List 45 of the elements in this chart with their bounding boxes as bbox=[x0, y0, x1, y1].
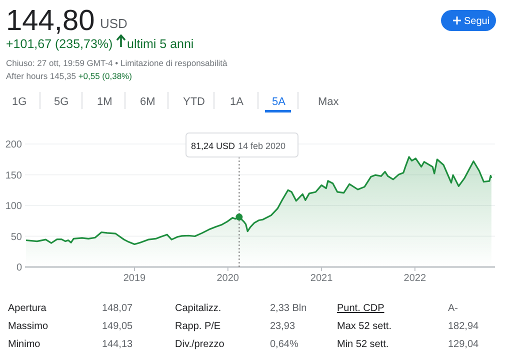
text: +101,67 (235,73%) bbox=[6, 37, 113, 51]
y-tick-label: 50 bbox=[10, 232, 22, 243]
text: 0,64% bbox=[270, 339, 298, 350]
text: 5A bbox=[272, 96, 286, 108]
text: Segui bbox=[464, 16, 490, 27]
chart-title: 144,80 bbox=[6, 5, 95, 37]
text: Chiuso: 27 ott, 19:59 GMT-4 • Limitazione di responsabilità bbox=[6, 58, 228, 68]
y-tick-label: 150 bbox=[5, 170, 22, 182]
y-tick-label: 100 bbox=[5, 201, 22, 212]
text: 1M bbox=[97, 96, 112, 108]
text: Apertura bbox=[8, 303, 47, 314]
text: ultimi 5 anni bbox=[127, 37, 194, 51]
x-tick-label: 2021 bbox=[310, 273, 334, 284]
text: Max bbox=[318, 96, 340, 108]
annotation: 14 feb 2020 bbox=[238, 141, 286, 151]
text: 2,33 Bln bbox=[270, 303, 307, 314]
text: +0,55 (0,38%) bbox=[76, 71, 132, 81]
y-tick-label: 200 bbox=[5, 140, 22, 150]
text: Div./prezzo bbox=[175, 339, 225, 350]
text: YTD bbox=[183, 96, 206, 108]
text: Max 52 sett. bbox=[337, 321, 392, 332]
text: A- bbox=[448, 303, 458, 314]
text: 144,13 bbox=[102, 339, 134, 350]
annotation: 81,24 USD bbox=[191, 141, 236, 151]
text: Min 52 sett. bbox=[337, 339, 389, 350]
text: 129,04 bbox=[448, 339, 480, 350]
text: 6M bbox=[140, 96, 156, 108]
text: Rapp. P/E bbox=[175, 321, 221, 332]
text: 5G bbox=[54, 96, 69, 108]
text: 149,05 bbox=[102, 321, 134, 332]
text: 23,93 bbox=[270, 321, 296, 332]
text: Massimo bbox=[8, 321, 48, 332]
text: Minimo bbox=[8, 339, 41, 350]
text: Capitalizz. bbox=[175, 303, 222, 314]
x-tick-label: 2022 bbox=[404, 273, 426, 284]
text: 182,94 bbox=[448, 321, 480, 332]
text: After hours 145,35 bbox=[6, 71, 76, 81]
text: 1G bbox=[12, 96, 27, 108]
y-tick-label: 0 bbox=[16, 262, 22, 274]
text: 148,07 bbox=[102, 303, 134, 314]
x-tick-label: 2019 bbox=[123, 273, 146, 284]
text: 1A bbox=[230, 96, 244, 108]
x-tick-label: 2020 bbox=[216, 273, 240, 284]
text: USD bbox=[100, 16, 128, 31]
text: Punt. CDP bbox=[337, 303, 385, 314]
